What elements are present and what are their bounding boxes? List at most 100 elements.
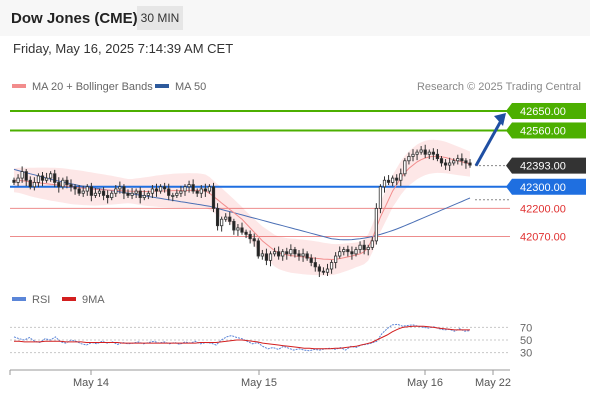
candle-body [362,244,366,250]
timestamp: Friday, May 16, 2025 7:14:39 AM CET [13,41,234,56]
candle-body [325,268,330,273]
candle-body [53,173,57,183]
candle-body [338,251,342,257]
candle-body [317,266,321,272]
candle-body [419,149,423,153]
rsi-line [13,323,471,352]
rsi-tick-label: 70 [520,322,532,334]
candle-body [277,251,281,257]
candle-body [439,158,444,164]
candle-body [154,188,159,192]
level-label: 42300.00 [520,182,566,194]
candle-body [285,251,289,255]
candle-body [240,227,244,233]
candle-body [167,188,171,196]
candle-body [297,253,301,257]
legend-swatch [155,84,169,88]
candle-body [146,192,150,196]
candle-body [334,255,338,263]
candle-body [342,249,346,253]
candle-body [24,171,28,181]
candle-body [232,220,236,231]
candle-body [44,177,49,181]
candle-body [199,188,203,194]
candle-body [187,184,191,188]
level-label: 42560.00 [520,125,566,137]
candle-body [415,151,419,155]
chart-title: Dow Jones (CME) [11,10,138,27]
candle-body [32,182,36,188]
candle-body [358,244,362,250]
candle-body [93,192,98,196]
candle-body [395,177,399,181]
candle-body [431,151,435,155]
interval-selector[interactable]: 30 MIN [137,6,183,30]
candle-body [138,190,142,198]
candle-body [468,162,472,166]
candle-body [407,156,411,162]
candle-body [57,182,61,188]
rsi-tick-label: 50 [520,335,532,347]
candle-body [211,186,216,209]
candle-body [460,158,464,162]
candle-body [260,253,264,257]
candle-body [403,160,407,175]
candle-body [313,262,317,268]
candle-body [126,192,130,196]
candle-body [61,179,65,188]
x-tick-label: May 15 [241,377,277,389]
candle-body [252,238,256,242]
candle-body [158,186,163,192]
candle-body [411,153,415,157]
candle-body [264,253,269,261]
ma9-line [14,325,470,350]
candle-body [435,153,440,160]
credit-text: Research © 2025 Trading Central [417,81,581,93]
candle-body [256,240,260,257]
x-tick-label: May 14 [73,377,109,389]
header-bar [0,0,590,36]
candle-body [272,251,277,255]
x-tick-label: May 16 [407,377,443,389]
candle-body [69,184,73,188]
level-tag [512,122,586,139]
candle-body [134,190,138,194]
candle-body [448,162,452,166]
candle-body [130,192,134,196]
candle-body [203,188,207,192]
candle-body [207,186,212,192]
candle-body [321,270,326,273]
candle-body [114,188,118,194]
ma9-legend-swatch [62,297,76,301]
candle-body [281,251,285,257]
level-tag [512,102,586,119]
rsi-legend-swatch [12,297,26,301]
candle-body [370,240,374,248]
candle-body [191,184,195,192]
candle-body [399,173,403,181]
candle-body [179,190,183,194]
level-tag-pointer [506,102,512,119]
candle-body [65,179,69,185]
projection-arrowhead [494,112,506,126]
candle-body [110,192,114,198]
legend-label: MA 20 + Bollinger Bands [32,81,153,93]
level-label: 42650.00 [520,106,566,118]
candle-body [106,195,110,198]
candle-body [289,249,293,255]
candle-body [305,253,309,259]
x-tick-label: May 22 [475,377,511,389]
candle-body [378,186,383,209]
candle-body [40,175,45,181]
level-tag-pointer [506,122,512,139]
level-label: 42200.00 [520,203,566,215]
candle-body [81,190,85,194]
candle-body [427,151,431,155]
level-tag [512,178,586,195]
candle-body [16,177,20,183]
legend-label: MA 50 [175,81,206,93]
candle-body [89,186,93,196]
candle-body [142,195,146,198]
candle-body [423,149,427,155]
